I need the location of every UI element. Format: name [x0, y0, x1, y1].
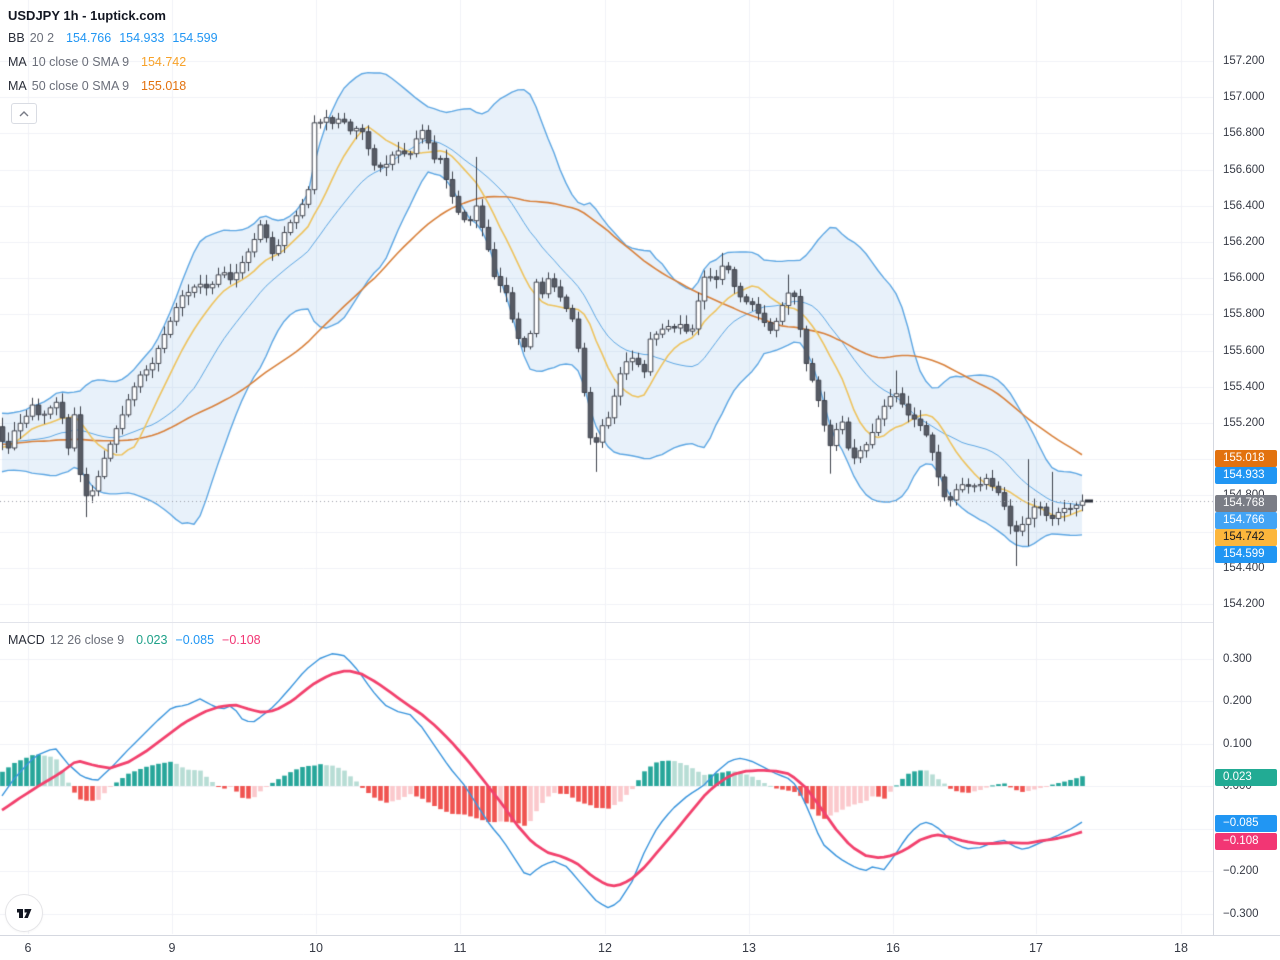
time-axis-label: 6 [24, 941, 32, 955]
macd-params: 12 26 close 9 [49, 633, 125, 647]
macd-line-value: −0.085 [175, 633, 215, 647]
legend-ma50[interactable]: MA 50 close 0 SMA 9 155.018 [8, 74, 226, 98]
macd-axis-label: 0.300 [1223, 652, 1252, 665]
price-axis-label: 155.400 [1223, 380, 1265, 393]
time-axis-label: 13 [742, 941, 756, 955]
ma50-label: MA [8, 79, 27, 93]
price-scale[interactable]: 157.200 157.000 156.800 156.600 156.400 156.2… [1213, 0, 1280, 935]
time-axis-label: 17 [1029, 941, 1043, 955]
price-tag: 154.766 [1215, 511, 1277, 529]
price-axis-label: 155.800 [1223, 308, 1265, 321]
price-axis-label: 155.600 [1223, 344, 1265, 357]
ma10-params: 10 close 0 SMA 9 [31, 55, 130, 69]
legend-ma10[interactable]: MA 10 close 0 SMA 9 154.742 [8, 50, 226, 74]
macd-legend[interactable]: MACD 12 26 close 9 0.023 −0.085 −0.108 [8, 628, 269, 652]
bb-upper-value: 154.933 [119, 31, 165, 45]
time-axis-label: 11 [453, 941, 467, 955]
tradingview-logo[interactable] [5, 894, 43, 932]
price-axis-label: 156.000 [1223, 272, 1265, 285]
indicator-legend: USDJPY 1h - 1uptick.com BB 20 2 154.766 154… [8, 6, 226, 124]
bb-basis-value: 154.766 [66, 31, 112, 45]
macd-axis-label: −0.300 [1223, 907, 1259, 920]
price-tag: 154.933 [1215, 466, 1277, 484]
price-tag: 154.768 [1215, 494, 1277, 512]
time-scale[interactable]: 6 9 10 11 12 13 16 17 18 [0, 935, 1280, 960]
price-axis-label: 157.000 [1223, 91, 1265, 104]
price-axis-label: 156.800 [1223, 127, 1265, 140]
time-axis-label: 12 [598, 941, 612, 955]
price-axis-label: 155.200 [1223, 417, 1265, 429]
macd-axis-label: −0.200 [1223, 865, 1259, 877]
macd-hist-value: 0.023 [136, 633, 168, 647]
symbol-title[interactable]: USDJPY 1h - 1uptick.com [8, 8, 166, 23]
ma50-value: 155.018 [141, 79, 187, 93]
price-axis-label: 156.600 [1223, 163, 1265, 176]
time-axis-label: 9 [168, 941, 176, 955]
price-axis-label: 154.400 [1223, 561, 1265, 574]
price-tag: 155.018 [1215, 449, 1277, 467]
legend-bb[interactable]: BB 20 2 154.766 154.933 154.599 [8, 26, 226, 50]
ma50-params: 50 close 0 SMA 9 [31, 79, 130, 93]
bb-lower-value: 154.599 [172, 31, 218, 45]
macd-axis-label: 0.100 [1223, 737, 1252, 750]
tradingview-logo-icon [17, 909, 32, 918]
ma10-label: MA [8, 55, 27, 69]
time-axis-label: 10 [309, 941, 323, 955]
bb-label: BB [8, 31, 25, 45]
macd-signal-value: −0.108 [222, 633, 261, 647]
time-axis-label: 16 [886, 941, 900, 955]
collapse-pane-button[interactable] [11, 103, 37, 124]
price-tag: 0.023 [1215, 768, 1277, 786]
price-axis-label: 156.400 [1223, 199, 1265, 212]
price-tag: 154.742 [1215, 528, 1277, 546]
chevron-up-icon [19, 110, 29, 116]
price-tag: 154.599 [1215, 545, 1277, 563]
bb-params: 20 2 [29, 31, 55, 45]
price-axis-label: 156.200 [1223, 236, 1265, 248]
macd-label: MACD [8, 633, 45, 647]
pane-divider[interactable] [0, 622, 1280, 623]
macd-axis-label: 0.200 [1223, 695, 1252, 707]
price-tag: −0.085 [1215, 814, 1277, 832]
time-axis-label: 18 [1174, 941, 1188, 955]
ma10-value: 154.742 [141, 55, 187, 69]
price-axis-label: 157.200 [1223, 55, 1265, 67]
price-axis-label: 154.200 [1223, 598, 1265, 610]
price-tag: −0.108 [1215, 832, 1277, 850]
